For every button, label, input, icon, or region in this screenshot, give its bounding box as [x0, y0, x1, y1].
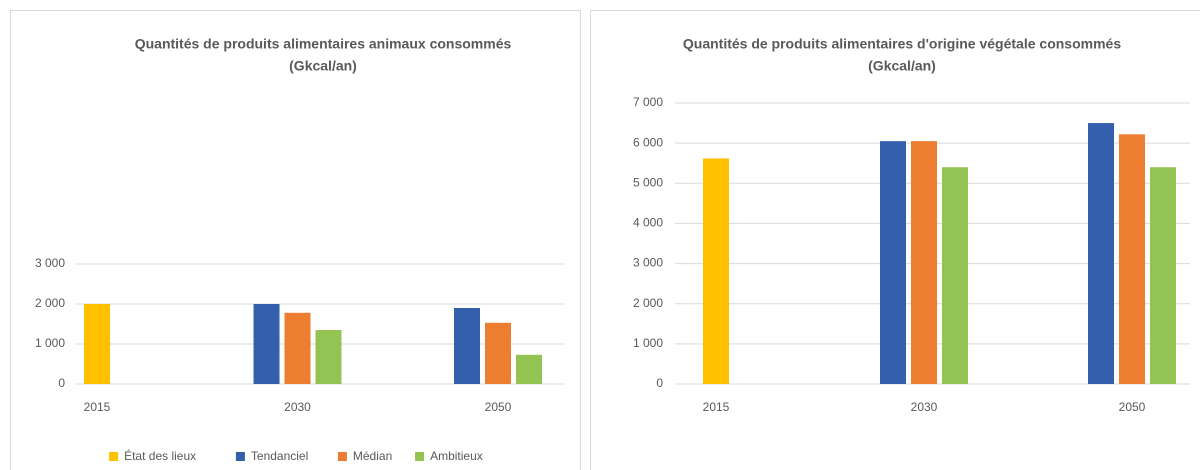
panel — [10, 10, 581, 470]
y-tick-label: 0 — [656, 376, 663, 390]
y-tick-label: 5 000 — [633, 175, 663, 189]
y-tick-label: 7 000 — [633, 95, 663, 109]
legend-label: Ambitieux — [430, 449, 483, 463]
y-tick-label: 4 000 — [633, 216, 663, 230]
y-tick-label: 2 000 — [35, 296, 65, 310]
chart-title: Quantités de produits alimentaires d'ori… — [683, 36, 1121, 52]
panel — [590, 10, 1200, 470]
legend-swatch — [235, 452, 245, 461]
bar — [703, 158, 729, 384]
bar — [253, 304, 280, 384]
bar — [942, 167, 968, 384]
y-tick-label: 3 000 — [35, 256, 65, 270]
chart-title: Quantités de produits alimentaires anima… — [135, 36, 512, 52]
x-tick-label: 2050 — [485, 400, 512, 414]
y-tick-label: 6 000 — [633, 135, 663, 149]
x-tick-label: 2030 — [911, 400, 938, 414]
bar — [911, 141, 937, 384]
bar — [1119, 134, 1145, 384]
bar — [880, 141, 906, 384]
bar — [1088, 123, 1114, 385]
bar — [516, 354, 542, 384]
bar — [315, 330, 342, 384]
bar — [1150, 167, 1176, 384]
y-tick-label: 3 000 — [633, 256, 663, 270]
y-tick-label: 2 000 — [633, 296, 663, 310]
y-tick-label: 0 — [58, 376, 65, 390]
chart-title: (Gkcal/an) — [289, 58, 357, 74]
legend-swatch — [337, 452, 347, 461]
y-tick-label: 1 000 — [633, 336, 663, 350]
x-tick-label: 2050 — [1119, 400, 1146, 414]
chart-title: (Gkcal/an) — [868, 58, 936, 74]
x-tick-label: 2015 — [84, 400, 111, 414]
legend-label: Tendanciel — [251, 449, 308, 463]
legend-swatch — [109, 452, 119, 461]
x-tick-label: 2030 — [284, 400, 311, 414]
bar — [284, 312, 311, 384]
legend-swatch — [415, 452, 425, 461]
bar — [84, 304, 110, 384]
bar — [454, 308, 480, 384]
legend-label: État des lieux — [124, 448, 196, 463]
y-tick-label: 1 000 — [35, 336, 65, 350]
legend-label: Médian — [353, 449, 392, 463]
bar — [485, 322, 511, 384]
x-tick-label: 2015 — [703, 400, 730, 414]
